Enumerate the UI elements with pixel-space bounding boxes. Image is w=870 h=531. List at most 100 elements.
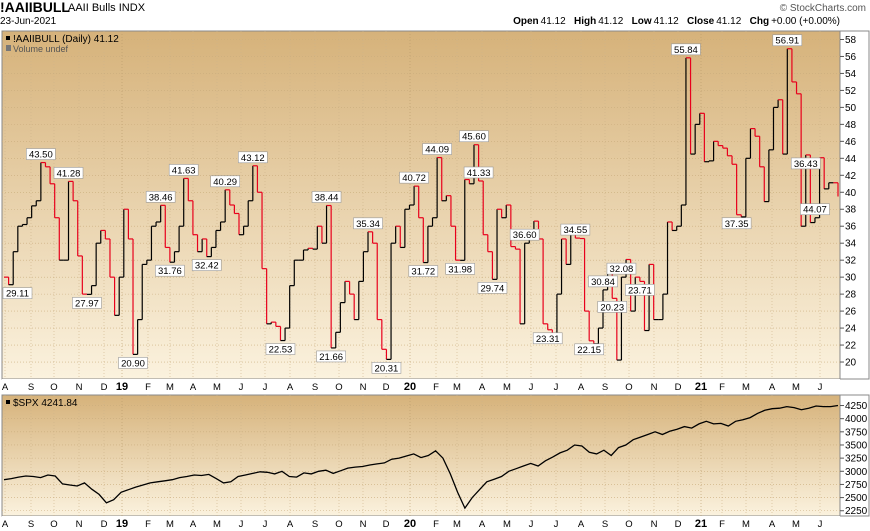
data-label: 41.63 xyxy=(172,165,196,176)
data-label-box xyxy=(606,262,637,275)
month-label: M xyxy=(213,382,221,393)
month-label: N xyxy=(651,519,658,530)
month-label: D xyxy=(383,382,390,393)
month-label: A xyxy=(190,382,197,393)
y-tick-label: 56 xyxy=(845,52,857,63)
chart-header: !AAIIBULL AAII Bulls INDX 23-Jun-2021 © … xyxy=(0,0,870,31)
data-label-box xyxy=(588,275,618,288)
y-tick-label: 4250 xyxy=(845,401,868,412)
month-label: 19 xyxy=(116,518,128,530)
data-label: 43.50 xyxy=(29,150,53,161)
quote-summary: Open 41.12 High 41.12 Low 41.12 Close 41.12 … xyxy=(513,16,840,27)
month-axis-background xyxy=(2,516,840,531)
month-label: F xyxy=(433,382,439,393)
data-label: 38.44 xyxy=(315,193,339,204)
data-label: 29.11 xyxy=(6,289,29,300)
data-label: 55.84 xyxy=(674,45,698,56)
y-tick-label: 3000 xyxy=(845,467,868,478)
data-label: 40.29 xyxy=(213,177,237,188)
y-tick-label: 3750 xyxy=(845,427,868,438)
y-tick-label: 28 xyxy=(845,290,857,301)
month-label: D xyxy=(383,519,390,530)
month-label: S xyxy=(602,382,608,393)
y-tick-label: 24 xyxy=(845,324,857,335)
aaii-bull-panel: 20 22 24 26 28 30 32 34 36 38 40 42 44 46 48 50 52 54 56 58… xyxy=(1,30,870,380)
data-label: 44.07 xyxy=(803,205,827,216)
legend-label: !AAIIBULL (Daily) 41.12 xyxy=(13,34,119,45)
data-label: 30.84 xyxy=(591,277,615,288)
data-label-box xyxy=(353,217,383,230)
month-label: S xyxy=(28,519,34,530)
data-label: 35.34 xyxy=(356,219,380,230)
month-label: M xyxy=(742,519,750,530)
month-label: M xyxy=(503,382,511,393)
data-label: 22.53 xyxy=(269,345,293,356)
month-label: F xyxy=(719,519,725,530)
spx-background xyxy=(1,394,841,517)
data-label-box xyxy=(721,217,752,230)
data-label: 29.74 xyxy=(481,283,505,294)
data-label-box xyxy=(597,301,628,313)
month-label: M xyxy=(742,382,750,393)
month-label: M xyxy=(792,382,800,393)
aaii-bull-background xyxy=(1,30,841,380)
y-tick-label: 44 xyxy=(845,154,857,165)
month-label: O xyxy=(50,382,57,393)
data-label-box xyxy=(790,157,821,170)
data-label-box xyxy=(463,166,494,179)
month-label: F xyxy=(433,519,439,530)
month-label: 19 xyxy=(116,381,128,393)
month-label: M xyxy=(453,519,461,530)
spx-legend: $SPX 4241.84 xyxy=(6,398,78,409)
month-label: A xyxy=(769,519,776,530)
y-tick-label: 46 xyxy=(845,137,857,148)
spx-line xyxy=(3,404,839,510)
month-label: A xyxy=(578,519,585,530)
month-label: O xyxy=(625,382,632,393)
month-label: M xyxy=(166,519,174,530)
data-label: 31.76 xyxy=(158,266,182,277)
month-label: D xyxy=(101,382,108,393)
month-label: M xyxy=(453,382,461,393)
month-label: 21 xyxy=(695,518,707,530)
month-label: J xyxy=(239,382,244,393)
data-label-box xyxy=(155,264,185,277)
month-label: F xyxy=(719,382,725,393)
data-label-box xyxy=(371,362,402,374)
month-label: D xyxy=(675,382,682,393)
symbol-name: AAII Bulls INDX xyxy=(68,2,146,14)
data-label-box xyxy=(509,228,540,241)
data-label: 22.15 xyxy=(577,345,601,356)
y-tick-label: 3250 xyxy=(845,454,868,465)
data-label: 20.90 xyxy=(121,358,145,369)
month-label: F xyxy=(145,382,151,393)
data-label-box xyxy=(191,259,222,271)
y-tick-label: 40 xyxy=(845,188,857,199)
data-label-box xyxy=(560,223,591,236)
month-label: J xyxy=(818,382,823,393)
data-label-box xyxy=(399,171,429,184)
month-label: J xyxy=(263,519,268,530)
data-label-box xyxy=(72,297,102,309)
month-label: A xyxy=(2,519,9,530)
month-label: A xyxy=(769,382,776,393)
legend-swatch xyxy=(6,36,10,40)
aaii-bull-y-axis xyxy=(839,30,870,380)
y-tick-label: 50 xyxy=(845,103,857,114)
month-label: J xyxy=(263,382,268,393)
y-tick-label: 54 xyxy=(845,69,857,80)
month-label: J xyxy=(239,519,244,530)
data-label-box xyxy=(422,143,452,155)
month-axis-background xyxy=(2,379,840,395)
y-tick-label: 48 xyxy=(845,120,857,131)
y-tick-label: 4000 xyxy=(845,414,868,425)
data-label: 20.23 xyxy=(600,302,624,313)
month-label: N xyxy=(360,519,367,530)
data-label: 20.31 xyxy=(375,363,399,374)
symbol-title: !AAIIBULL xyxy=(0,0,70,15)
data-label-box xyxy=(26,148,56,160)
y-tick-label: 38 xyxy=(845,205,857,216)
month-label: S xyxy=(312,519,318,530)
y-tick-label: 2250 xyxy=(845,506,868,517)
